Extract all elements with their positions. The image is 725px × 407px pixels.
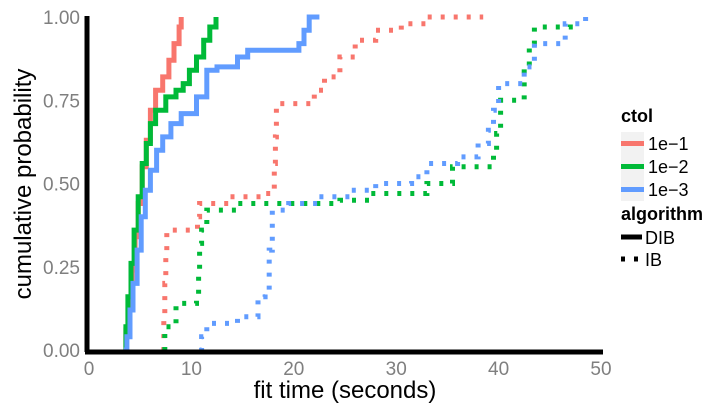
x-tick-label: 20 — [283, 359, 304, 380]
legend-title-ctol: ctol — [621, 106, 653, 126]
x-tick-label: 10 — [181, 359, 202, 380]
legend-label: DIB — [645, 228, 675, 248]
legend-label: 1e−1 — [648, 134, 689, 154]
x-tick-label: 30 — [386, 359, 407, 380]
series-line-ib-1e-2 — [162, 17, 573, 353]
series-line-dib-1e-2 — [123, 17, 219, 353]
series-line-dib-1e-3 — [123, 14, 320, 353]
x-tick-label: 0 — [84, 359, 95, 380]
legend-title-algorithm: algorithm — [621, 204, 703, 224]
legend-label: 1e−3 — [648, 180, 689, 200]
legend-label: 1e−2 — [648, 157, 689, 177]
legend-label: IB — [645, 250, 662, 270]
x-axis-title: fit time (seconds) — [254, 377, 437, 404]
y-tick-labels: 0.00 0.25 0.50 0.75 1.00 — [43, 8, 80, 362]
y-axis-title: cumulative probability — [10, 69, 37, 300]
x-tick-label: 50 — [590, 359, 611, 380]
y-tick-label: 1.00 — [43, 8, 80, 29]
y-tick-label: 0.00 — [43, 341, 80, 362]
x-tick-label: 40 — [488, 359, 509, 380]
x-tick-labels: 0 10 20 30 40 50 — [84, 359, 612, 380]
y-tick-label: 0.50 — [43, 175, 80, 196]
legend-ctol-entries: 1e−1 1e−2 1e−3 — [621, 132, 689, 201]
y-tick-label: 0.25 — [43, 258, 80, 279]
series-layer — [123, 14, 589, 353]
y-tick-label: 0.75 — [43, 91, 80, 112]
